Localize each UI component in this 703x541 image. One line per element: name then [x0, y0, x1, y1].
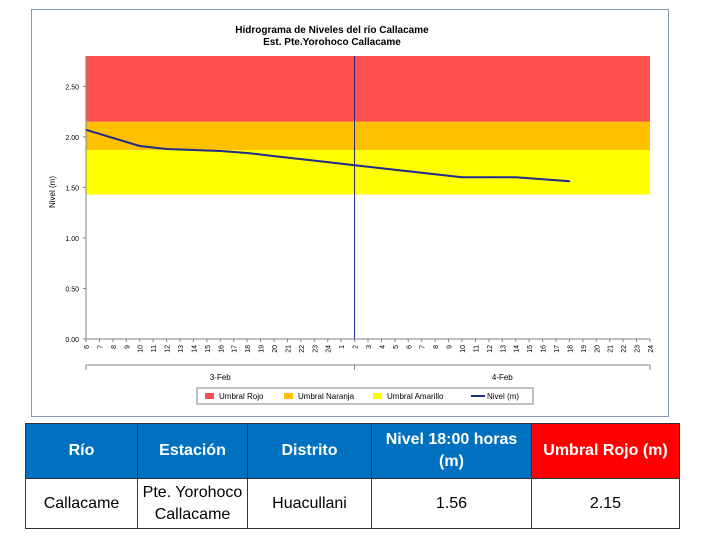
header-umbral-rojo: Umbral Rojo (m): [531, 423, 680, 479]
x-tick-label-9: 15: [205, 345, 212, 353]
series-point-4: [192, 149, 195, 151]
header-rio: Río: [25, 423, 138, 479]
header-nivel: Nivel 18:00 horas (m): [371, 423, 532, 479]
x-tick-label-4: 10: [138, 345, 145, 353]
cell-nivel: 1.56: [371, 478, 532, 529]
x-tick-label-26: 8: [433, 345, 440, 349]
series-point-14: [461, 176, 463, 179]
x-tick-label-3: 9: [124, 345, 131, 349]
y-tick-label-2: 1.00: [65, 236, 79, 243]
x-tick-label-31: 13: [500, 345, 507, 353]
x-tick-label-8: 14: [191, 345, 198, 353]
series-point-3: [165, 148, 168, 150]
y-tick-label-5: 2.50: [65, 84, 79, 91]
x-tick-label-13: 19: [259, 345, 266, 353]
chart-frame: Hidrograma de Niveles del río Callacame …: [31, 9, 669, 417]
x-tick-label-2: 8: [111, 345, 118, 349]
x-tick-label-39: 21: [608, 345, 615, 353]
legend-swatch-1: [284, 393, 293, 399]
series-point-16: [514, 176, 517, 179]
legend-swatch-0: [205, 393, 214, 399]
series-point-7: [273, 155, 275, 157]
threshold-band-1: [86, 121, 650, 150]
header-distrito: Distrito: [247, 423, 372, 479]
series-point-13: [434, 173, 436, 176]
series-point-5: [219, 150, 222, 152]
legend-label-1: Umbral Naranja: [298, 392, 355, 401]
x-tick-label-22: 4: [379, 345, 386, 349]
x-tick-label-18: 24: [326, 345, 333, 353]
legend-label-0: Umbral Rojo: [219, 392, 264, 401]
x-tick-label-19: 1: [339, 345, 346, 349]
legend-box: [196, 387, 534, 405]
x-tick-label-30: 12: [487, 345, 494, 353]
series-point-11: [380, 167, 383, 169]
y-tick-label-3: 1.50: [65, 185, 79, 192]
cell-rio: Callacame: [25, 478, 138, 529]
x-tick-label-17: 23: [312, 345, 319, 353]
x-tick-label-27: 9: [447, 345, 454, 349]
x-tick-label-24: 6: [406, 345, 413, 349]
day-label-0: 3-Feb: [210, 373, 231, 382]
legend-label-3: Nivel (m): [487, 392, 519, 401]
series-point-12: [407, 170, 410, 173]
x-tick-label-12: 18: [245, 345, 252, 353]
x-tick-label-16: 22: [299, 345, 306, 353]
x-tick-label-37: 19: [581, 345, 588, 353]
series-point-15: [488, 176, 490, 179]
x-tick-label-40: 22: [621, 345, 628, 353]
x-tick-label-29: 11: [473, 345, 480, 352]
x-tick-label-5: 11: [151, 345, 158, 352]
x-tick-label-11: 17: [232, 345, 239, 353]
header-estacion: Estación: [137, 423, 248, 479]
x-tick-label-42: 24: [648, 345, 655, 353]
series-point-9: [326, 161, 329, 163]
x-tick-label-7: 13: [178, 345, 185, 353]
legend-label-2: Umbral Amarillo: [387, 392, 444, 401]
cell-umbral-rojo: 2.15: [531, 478, 680, 529]
series-point-1: [112, 137, 114, 139]
series-point-18: [568, 180, 571, 183]
x-tick-label-34: 16: [541, 345, 548, 353]
x-tick-label-23: 5: [393, 345, 400, 349]
x-tick-label-38: 20: [594, 345, 601, 353]
y-tick-label-0: 0.00: [65, 337, 79, 344]
chart-title: Hidrograma de Niveles del río Callacame: [235, 25, 429, 36]
y-tick-label-1: 0.50: [65, 286, 79, 293]
x-tick-label-14: 20: [272, 345, 279, 353]
series-point-6: [246, 152, 248, 154]
series-point-17: [541, 178, 544, 181]
cell-distrito: Huacullani: [247, 478, 372, 529]
x-tick-label-32: 14: [514, 345, 521, 353]
x-tick-label-33: 15: [527, 345, 534, 353]
x-tick-label-41: 23: [635, 345, 642, 353]
x-tick-label-21: 3: [366, 345, 373, 349]
day-label-1: 4-Feb: [492, 373, 513, 382]
series-point-8: [300, 158, 302, 160]
station-table: Río Estación Distrito Nivel 18:00 horas …: [25, 423, 680, 529]
threshold-band-0: [86, 56, 650, 122]
series-point-2: [138, 145, 141, 147]
x-tick-label-0: 6: [84, 345, 91, 349]
hydrograph-chart: Hidrograma de Niveles del río Callacame …: [48, 25, 655, 405]
y-axis-label: Nivel (m): [48, 176, 57, 208]
legend-swatch-2: [373, 393, 382, 399]
y-tick-label-4: 2.00: [65, 135, 79, 142]
x-tick-label-6: 12: [165, 345, 172, 353]
x-tick-label-20: 2: [353, 345, 360, 349]
cell-estacion: Pte. Yorohoco Callacame: [137, 478, 248, 529]
x-tick-label-15: 21: [285, 345, 292, 353]
series-point-10: [353, 164, 356, 166]
chart-subtitle: Est. Pte.Yorohoco Callacame: [263, 37, 401, 48]
x-tick-label-1: 7: [97, 345, 104, 349]
x-tick-label-10: 16: [218, 345, 225, 353]
x-tick-label-28: 10: [460, 345, 467, 353]
threshold-band-2: [86, 149, 650, 195]
x-tick-label-36: 18: [567, 345, 574, 353]
x-tick-label-35: 17: [554, 345, 561, 353]
x-tick-label-25: 7: [420, 345, 427, 349]
